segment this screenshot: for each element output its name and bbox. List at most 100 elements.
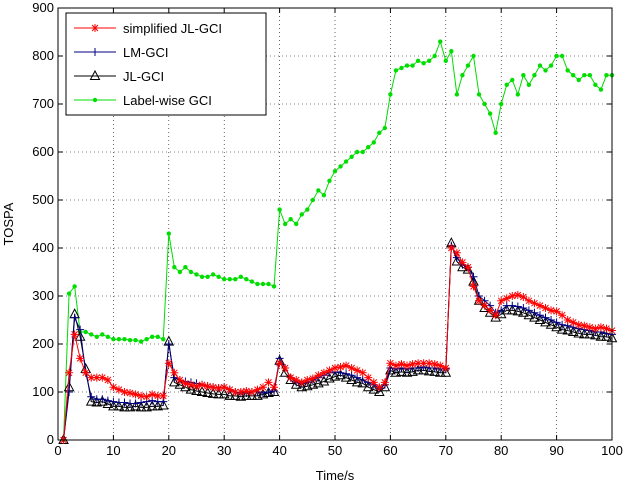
data-point bbox=[288, 217, 293, 222]
data-point bbox=[410, 63, 415, 68]
data-point bbox=[183, 265, 188, 270]
data-point bbox=[460, 73, 465, 78]
data-point bbox=[593, 82, 598, 88]
data-point bbox=[238, 274, 244, 279]
data-point bbox=[191, 384, 202, 396]
data-point bbox=[196, 385, 208, 396]
data-point bbox=[463, 263, 472, 272]
data-point bbox=[83, 329, 88, 335]
data-point bbox=[308, 374, 317, 383]
data-point bbox=[368, 383, 380, 394]
data-point bbox=[545, 318, 557, 329]
data-point bbox=[102, 397, 114, 408]
data-point bbox=[547, 316, 556, 324]
y-tick-label: 800 bbox=[32, 48, 54, 63]
data-point bbox=[159, 391, 168, 400]
data-point bbox=[377, 130, 382, 135]
data-point bbox=[142, 392, 151, 401]
data-point bbox=[224, 389, 236, 400]
x-axis-label: Time/s bbox=[316, 468, 355, 483]
data-point bbox=[258, 383, 267, 392]
data-point bbox=[452, 248, 461, 257]
data-point bbox=[524, 296, 533, 305]
data-point bbox=[429, 365, 441, 376]
data-point bbox=[415, 58, 421, 63]
data-point bbox=[430, 360, 439, 369]
data-point bbox=[98, 373, 107, 382]
data-point bbox=[131, 390, 140, 399]
data-point bbox=[388, 92, 393, 97]
x-tick-label: 100 bbox=[601, 443, 623, 458]
data-point bbox=[563, 316, 572, 324]
data-point bbox=[174, 378, 186, 389]
data-point bbox=[436, 361, 445, 370]
data-point bbox=[426, 58, 432, 63]
data-point bbox=[169, 376, 180, 387]
data-point bbox=[506, 304, 518, 315]
data-point bbox=[210, 272, 216, 277]
data-point bbox=[530, 308, 539, 317]
legend: simplified JL-GCI LM-GCI JL-GCI Label-wise … bbox=[65, 12, 267, 116]
data-point bbox=[434, 366, 446, 377]
data-point bbox=[87, 373, 96, 382]
data-point bbox=[72, 284, 77, 289]
data-point bbox=[529, 311, 540, 322]
data-point bbox=[382, 125, 388, 131]
data-point bbox=[116, 337, 122, 342]
data-point bbox=[552, 307, 561, 316]
data-point bbox=[249, 279, 255, 284]
data-point bbox=[222, 277, 227, 282]
data-point bbox=[423, 365, 435, 376]
data-point bbox=[188, 269, 194, 275]
data-point bbox=[135, 401, 147, 412]
data-point bbox=[584, 328, 596, 339]
data-point bbox=[65, 388, 74, 396]
data-point bbox=[604, 73, 609, 78]
data-point bbox=[338, 164, 343, 169]
data-point bbox=[541, 313, 550, 322]
data-point bbox=[418, 364, 429, 375]
data-point bbox=[554, 53, 559, 59]
data-point bbox=[153, 391, 162, 400]
data-point bbox=[180, 381, 191, 392]
legend-label: LM-GCI bbox=[123, 45, 169, 60]
series-3 bbox=[61, 39, 615, 443]
data-point bbox=[537, 63, 543, 68]
data-point bbox=[119, 401, 130, 412]
data-point bbox=[354, 149, 360, 155]
data-point bbox=[396, 365, 407, 376]
data-point bbox=[122, 337, 127, 342]
data-point bbox=[497, 306, 506, 315]
data-point bbox=[373, 385, 385, 396]
data-point bbox=[397, 360, 406, 369]
data-point bbox=[369, 378, 378, 387]
data-point bbox=[486, 306, 495, 315]
data-point bbox=[120, 398, 129, 407]
data-point bbox=[65, 368, 74, 377]
legend-marker bbox=[91, 24, 99, 32]
data-point bbox=[595, 330, 607, 341]
data-point bbox=[347, 371, 356, 380]
data-point bbox=[353, 373, 362, 382]
data-point bbox=[76, 354, 85, 363]
data-point bbox=[567, 325, 579, 336]
data-point bbox=[131, 399, 140, 408]
x-tick-label: 10 bbox=[106, 443, 120, 458]
data-point bbox=[569, 318, 578, 327]
data-point bbox=[534, 313, 546, 324]
data-point bbox=[164, 340, 173, 348]
data-point bbox=[380, 378, 389, 387]
data-point bbox=[482, 101, 487, 107]
data-point bbox=[218, 388, 230, 399]
data-point bbox=[512, 305, 524, 316]
data-point bbox=[286, 373, 295, 382]
data-point bbox=[562, 324, 574, 335]
data-point bbox=[94, 334, 99, 339]
data-point bbox=[314, 371, 323, 380]
data-point bbox=[457, 261, 468, 272]
x-ticks: 0 10 20 30 40 50 60 70 80 90 100 bbox=[54, 8, 623, 458]
legend-marker bbox=[89, 69, 101, 80]
y-tick-label: 0 bbox=[47, 432, 54, 447]
data-point bbox=[393, 68, 399, 73]
data-point bbox=[515, 92, 521, 97]
